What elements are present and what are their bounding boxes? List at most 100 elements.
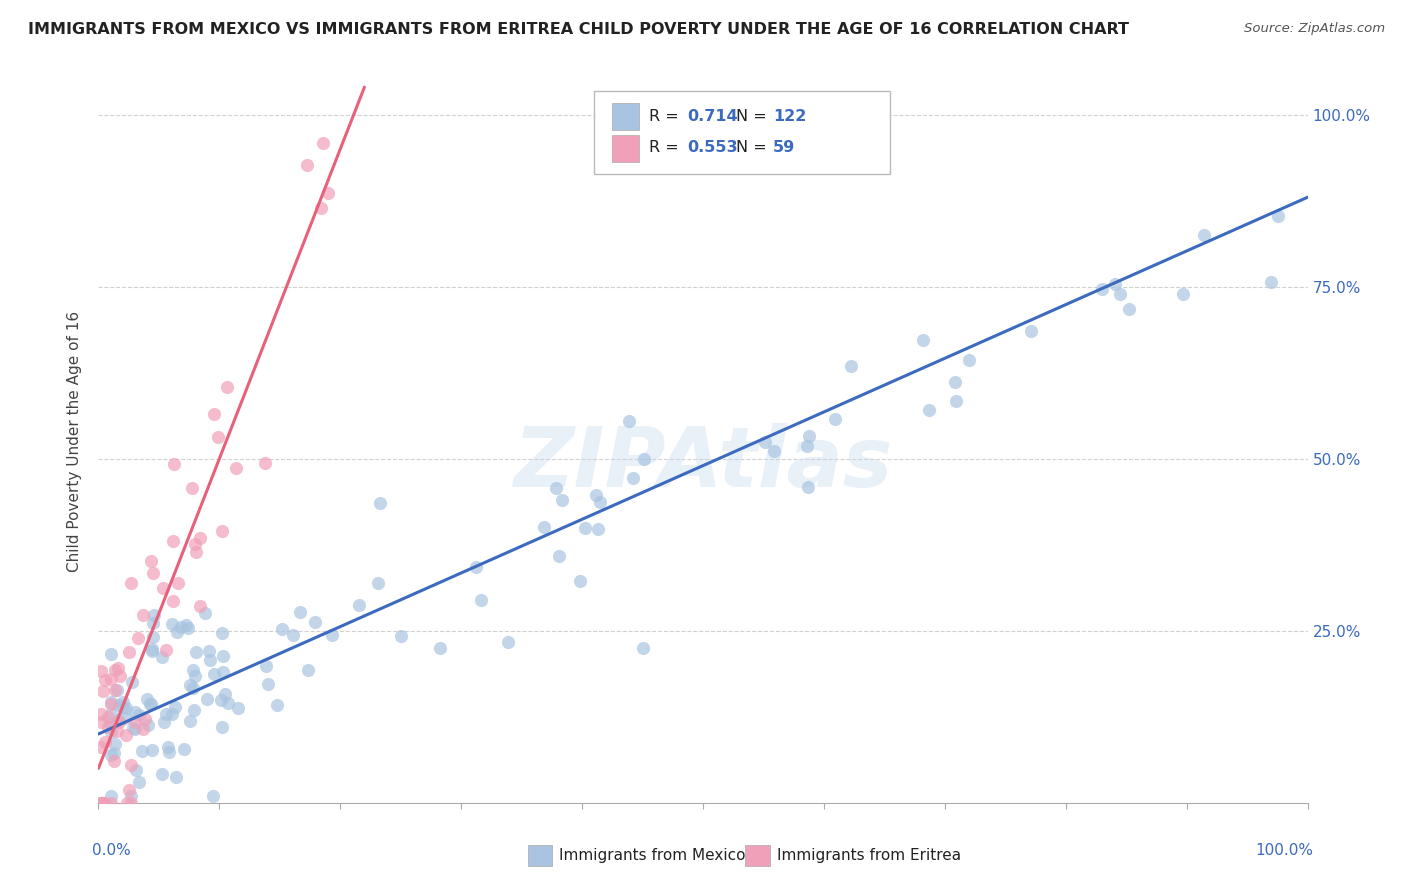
Point (112, 695, 135, 709)
Point (120, 796, 142, 810)
Point (120, 757, 142, 772)
Point (1090, 281, 1112, 295)
Point (347, 598, 370, 612)
Point (160, 616, 183, 631)
Point (215, 380, 238, 394)
Point (202, 407, 225, 421)
Point (104, 737, 127, 751)
Point (90, 740, 112, 755)
Point (316, 186, 339, 201)
Point (105, 724, 128, 739)
Text: R =: R = (648, 109, 683, 124)
Point (118, 645, 141, 659)
Point (131, 744, 153, 758)
Point (100, 695, 122, 709)
Point (143, 607, 166, 622)
Point (181, 663, 204, 677)
Point (179, 678, 201, 692)
Text: N =: N = (735, 109, 772, 124)
Point (165, 770, 187, 784)
Point (226, 700, 249, 714)
Point (470, 592, 492, 607)
Point (105, 682, 128, 697)
Text: Immigrants from Mexico: Immigrants from Mexico (560, 848, 745, 863)
Point (94, 735, 117, 749)
Point (141, 743, 163, 757)
Point (312, 136, 335, 150)
Point (173, 742, 195, 756)
Point (135, 692, 157, 706)
Point (127, 631, 149, 645)
Point (211, 524, 233, 538)
Point (211, 626, 233, 640)
Point (132, 722, 155, 736)
Point (115, 728, 138, 742)
Point (139, 697, 162, 711)
Point (959, 353, 981, 368)
Point (93, 796, 115, 810)
Point (1118, 301, 1140, 316)
Bar (745, 846, 769, 865)
Point (139, 698, 162, 712)
Point (100, 747, 122, 762)
Point (1171, 287, 1194, 301)
Point (90, 796, 112, 810)
Point (586, 522, 609, 536)
Text: 0.0%: 0.0% (93, 843, 131, 857)
Point (100, 698, 122, 712)
Point (166, 576, 188, 591)
Y-axis label: Child Poverty Under the Age of 16: Child Poverty Under the Age of 16 (67, 311, 83, 572)
Point (198, 653, 221, 667)
Point (321, 628, 343, 642)
Point (100, 725, 122, 739)
Point (184, 645, 207, 659)
Point (132, 607, 155, 622)
Text: 0.553: 0.553 (688, 140, 738, 155)
Point (1104, 277, 1126, 292)
Point (202, 667, 225, 681)
Point (585, 488, 607, 502)
Point (1192, 227, 1215, 242)
Text: 122: 122 (773, 109, 807, 124)
Point (107, 713, 129, 727)
Point (103, 754, 125, 768)
Point (190, 531, 212, 545)
Point (912, 333, 935, 347)
Point (184, 668, 207, 682)
Point (1267, 209, 1289, 223)
Point (90, 796, 112, 810)
Point (120, 789, 142, 803)
Point (824, 412, 846, 426)
Point (547, 549, 569, 564)
Point (90, 707, 112, 722)
Point (177, 621, 200, 635)
Point (217, 696, 239, 710)
Point (184, 545, 207, 559)
Point (128, 775, 150, 789)
Point (266, 698, 288, 713)
Point (142, 566, 165, 580)
Point (142, 615, 165, 630)
Text: 59: 59 (773, 140, 796, 155)
Point (754, 435, 776, 450)
Point (107, 661, 129, 675)
Point (617, 414, 640, 428)
Point (122, 721, 145, 735)
Point (103, 746, 125, 760)
Point (104, 663, 127, 677)
Point (918, 402, 941, 417)
Point (136, 718, 159, 732)
Point (94, 673, 117, 687)
Point (157, 745, 180, 759)
Point (93, 796, 115, 810)
Point (254, 658, 277, 673)
Point (498, 635, 520, 649)
Point (153, 714, 176, 729)
Point (184, 537, 207, 551)
Point (253, 456, 276, 470)
Point (368, 496, 391, 510)
Point (128, 708, 150, 723)
Point (108, 698, 131, 713)
Point (152, 582, 174, 596)
Text: Source: ZipAtlas.com: Source: ZipAtlas.com (1244, 22, 1385, 36)
